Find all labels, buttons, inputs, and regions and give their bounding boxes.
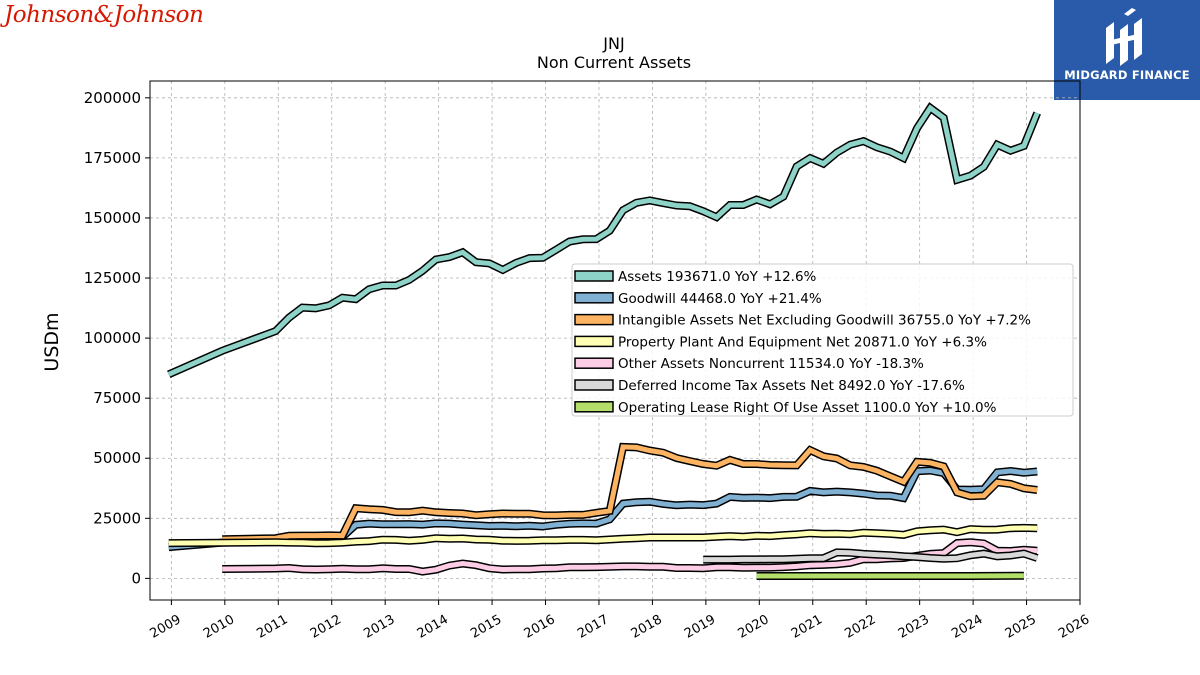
johnson-and-johnson-logo: Johnson&Johnson xyxy=(4,2,204,28)
series-lines xyxy=(167,102,1041,580)
y-tick-label: 200000 xyxy=(84,89,141,107)
series-line xyxy=(703,549,1038,563)
x-tick-label: 2013 xyxy=(361,612,397,642)
series-property-plant-and-equipment-net xyxy=(168,523,1038,548)
series-intangible-assets-net-excluding-goodwill xyxy=(222,442,1038,544)
x-tick-label: 2012 xyxy=(308,612,344,642)
legend-swatch xyxy=(574,270,614,282)
x-tick-label: 2021 xyxy=(789,612,825,642)
y-axis-label: USDm xyxy=(41,312,63,371)
x-tick-label: 2020 xyxy=(735,612,771,642)
legend-entry: Goodwill 44468.0 YoY +21.4% xyxy=(618,291,822,307)
x-tick-label: 2026 xyxy=(1056,612,1092,642)
x-tick-label: 2023 xyxy=(896,612,932,642)
series-deferred-income-tax-assets-net xyxy=(703,548,1039,564)
chart-title: JNJ xyxy=(602,34,624,53)
legend-entry: Property Plant And Equipment Net 20871.0… xyxy=(618,334,987,350)
legend-entry: Assets 193671.0 YoY +12.6% xyxy=(618,269,817,285)
legend-entry: Deferred Income Tax Assets Net 8492.0 Yo… xyxy=(618,378,965,394)
plot-frame xyxy=(149,80,1081,601)
legend: Assets 193671.0 YoY +12.6% Goodwill 44468… xyxy=(571,263,1074,417)
x-tick-label: 2014 xyxy=(415,612,451,642)
midgard-emblem-icon xyxy=(1106,8,1142,66)
legend-entry: Intangible Assets Net Excluding Goodwill… xyxy=(618,313,1031,329)
y-tick-label: 175000 xyxy=(84,149,141,167)
legend-swatch xyxy=(574,357,614,369)
midgard-finance-wordmark: MIDGARD FINANCE xyxy=(1064,68,1190,82)
series-line xyxy=(168,467,1038,550)
y-tick-label: 50000 xyxy=(93,449,141,467)
series-line xyxy=(222,444,1038,542)
y-tick-label: 0 xyxy=(131,569,141,587)
legend-box xyxy=(571,263,1074,417)
legend-entry: Operating Lease Right Of Use Asset 1100.… xyxy=(618,400,997,416)
legend-swatch xyxy=(574,379,614,391)
legend-swatch xyxy=(574,401,614,413)
x-tick-label: 2024 xyxy=(949,612,985,642)
y-tick-label: 25000 xyxy=(93,509,141,527)
series-line xyxy=(167,104,1040,377)
x-tick-label: 2010 xyxy=(201,612,237,642)
midgard-finance-logo: MIDGARD FINANCE xyxy=(1054,0,1200,100)
x-tick-label: 2011 xyxy=(254,612,290,642)
x-tick-label: 2025 xyxy=(1003,612,1039,642)
legend-swatch xyxy=(574,313,614,326)
legend-entry: Other Assets Noncurrent 11534.0 YoY -18.… xyxy=(618,356,924,372)
x-tick-label: 2017 xyxy=(575,612,611,642)
x-tick-label: 2009 xyxy=(148,612,184,642)
x-tick-label: 2019 xyxy=(682,612,718,642)
legend-swatch xyxy=(574,292,614,304)
series-goodwill xyxy=(168,466,1038,552)
y-tick-label: 125000 xyxy=(84,269,141,287)
y-tick-label: 75000 xyxy=(93,389,141,407)
y-tick-label: 150000 xyxy=(84,209,141,227)
legend-swatch xyxy=(574,335,614,348)
series-assets xyxy=(167,102,1041,379)
x-tick-label: 2018 xyxy=(629,612,665,642)
x-tick-label: 2015 xyxy=(468,612,504,642)
chart-subtitle: Non Current Assets xyxy=(537,53,691,72)
x-tick-label: 2016 xyxy=(522,612,558,642)
series-line xyxy=(168,525,1038,546)
x-tick-label: 2022 xyxy=(842,612,878,642)
y-tick-label: 100000 xyxy=(84,329,141,347)
